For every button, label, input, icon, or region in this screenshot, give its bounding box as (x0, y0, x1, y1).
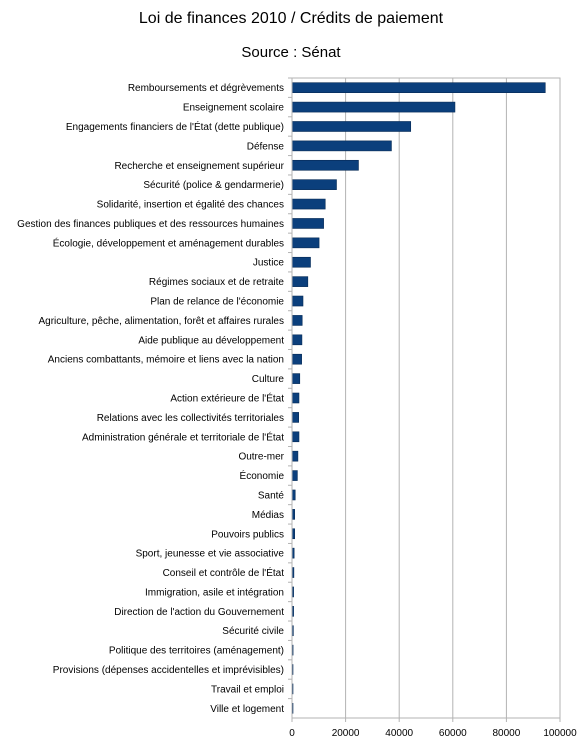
axes (291, 78, 560, 719)
category-label: Régimes sociaux et de retraite (149, 277, 285, 288)
category-label: Santé (258, 490, 285, 501)
category-label: Enseignement scolaire (183, 103, 285, 114)
category-label: Médias (252, 510, 284, 521)
category-label: Relations avec les collectivités territo… (97, 413, 284, 424)
category-label: Action extérieure de l'État (170, 392, 284, 405)
gridlines (291, 77, 561, 719)
category-label: Culture (252, 374, 285, 385)
chart-subtitle: Source : Sénat (241, 44, 341, 61)
bar (291, 295, 304, 307)
bar (291, 431, 300, 443)
category-label: Solidarité, insertion et égalité des cha… (97, 200, 284, 211)
bar (291, 276, 309, 287)
bar (291, 198, 326, 210)
category-label: Immigration, asile et intégration (145, 587, 284, 598)
bar (291, 218, 324, 229)
x-tick-label: 20000 (332, 728, 360, 739)
category-label: Défense (247, 141, 285, 152)
bar (291, 412, 299, 423)
category-label: Sécurité civile (222, 626, 284, 637)
category-label: Recherche et enseignement supérieur (114, 161, 284, 172)
x-tick-label: 0 (289, 728, 295, 739)
bar (291, 140, 392, 152)
plot-frame (291, 77, 561, 719)
bar (291, 237, 320, 249)
bar (291, 373, 301, 384)
category-label: Agriculture, pêche, alimentation, forêt … (39, 316, 285, 327)
x-tick-label: 100000 (543, 728, 577, 739)
category-labels: Remboursements et dégrèvements Enseigneme… (17, 83, 284, 715)
x-axis-ticks: 0 20000 40000 60000 80000 100000 (288, 77, 577, 739)
x-tick-label: 60000 (439, 728, 467, 739)
bar (291, 470, 298, 481)
category-label: Ville et logement (210, 704, 284, 715)
category-label: Outre-mer (238, 452, 284, 463)
bar (291, 82, 546, 93)
category-label: Conseil et contrôle de l'État (163, 566, 285, 579)
bar (291, 159, 359, 171)
category-label: Sport, jeunesse et vie associative (136, 549, 285, 560)
category-label: Pouvoirs publics (211, 529, 284, 540)
bar (291, 353, 302, 365)
bar (291, 256, 311, 268)
bar (291, 392, 300, 404)
category-label: Plan de relance de l'économie (150, 297, 284, 308)
category-label: Sécurité (police & gendarmerie) (143, 180, 284, 191)
x-tick-label: 80000 (492, 728, 520, 739)
bar (291, 315, 303, 326)
category-label: Politique des territoires (aménagement) (109, 646, 284, 657)
bar (291, 179, 337, 190)
category-label: Économie (240, 469, 285, 482)
category-label: Engagements financiers de l'État (dette … (66, 120, 284, 133)
category-label: Anciens combattants, mémoire et liens av… (48, 355, 284, 366)
category-label: Aide publique au développement (138, 335, 284, 346)
category-label: Justice (253, 258, 285, 269)
bars (291, 82, 546, 714)
category-label: Administration générale et territoriale … (82, 430, 284, 443)
category-label: Travail et emploi (211, 684, 284, 695)
bar (291, 121, 412, 132)
bar (291, 334, 303, 346)
category-label: Remboursements et dégrèvements (128, 83, 284, 94)
category-label: Provisions (dépenses accidentelles et im… (53, 665, 284, 676)
bar (291, 101, 456, 113)
category-label: Direction de l'action du Gouvernement (114, 607, 284, 618)
x-tick-label: 40000 (385, 728, 413, 739)
bar (291, 450, 299, 462)
category-label: Écologie, développement et aménagement d… (53, 236, 284, 249)
chart-title: Loi de finances 2010 / Crédits de paieme… (138, 10, 444, 27)
category-label: Gestion des finances publiques et des re… (17, 219, 284, 230)
